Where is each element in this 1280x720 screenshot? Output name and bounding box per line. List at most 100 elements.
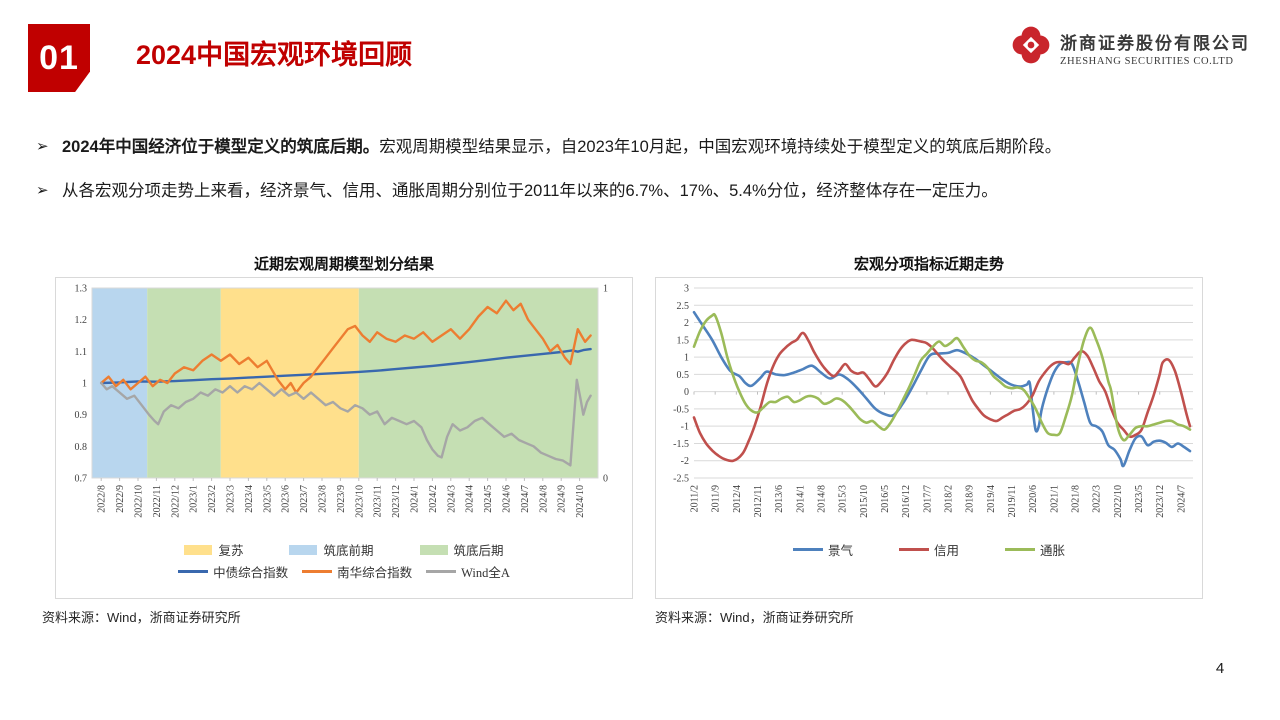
svg-text:2021/8: 2021/8 — [1071, 485, 1082, 513]
svg-text:2022/3: 2022/3 — [1092, 485, 1103, 513]
bullet-item: ➢ 2024年中国经济位于模型定义的筑底后期。宏观周期模型结果显示，自2023年… — [36, 136, 1251, 160]
legend-item: 南华综合指数 — [302, 562, 412, 581]
svg-text:2023/1: 2023/1 — [189, 485, 200, 513]
svg-text:2024/4: 2024/4 — [465, 485, 476, 513]
right-source-note: 资料来源：Wind，浙商证券研究所 — [655, 610, 854, 625]
svg-text:1.5: 1.5 — [677, 335, 690, 346]
svg-text:2016/12: 2016/12 — [901, 485, 912, 518]
legend-item: 景气 — [792, 540, 853, 559]
legend-label: 筑底后期 — [453, 544, 504, 558]
svg-text:2012/11: 2012/11 — [753, 485, 764, 517]
svg-text:2024/3: 2024/3 — [446, 485, 457, 513]
svg-text:2022/12: 2022/12 — [170, 485, 181, 518]
index-line-legend: 中债综合指数 南华综合指数 Wind全A — [56, 562, 632, 581]
legend-label: 复苏 — [218, 544, 244, 558]
svg-text:2.5: 2.5 — [677, 301, 690, 312]
svg-text:2024/6: 2024/6 — [502, 485, 513, 513]
phase-band — [358, 288, 598, 478]
svg-text:2024/8: 2024/8 — [538, 485, 549, 513]
svg-text:0: 0 — [603, 474, 608, 485]
svg-text:2024/1: 2024/1 — [410, 485, 421, 513]
legend-item: 中债综合指数 — [178, 562, 288, 581]
legend-label: 南华综合指数 — [337, 566, 413, 580]
svg-text:2024/9: 2024/9 — [557, 485, 568, 513]
legend-item: 筑底后期 — [419, 540, 504, 559]
legend-color-patch — [184, 544, 213, 555]
svg-text:2023/7: 2023/7 — [299, 485, 310, 513]
bullet-arrow-icon: ➢ — [36, 181, 49, 199]
svg-text:1: 1 — [684, 353, 689, 364]
svg-text:1.3: 1.3 — [75, 284, 88, 295]
legend-line-swatch — [178, 570, 209, 573]
svg-text:2024/2: 2024/2 — [428, 485, 439, 513]
svg-text:2022/8: 2022/8 — [97, 485, 108, 513]
svg-text:2015/10: 2015/10 — [859, 485, 870, 518]
svg-text:-1.5: -1.5 — [673, 439, 689, 450]
svg-text:2013/6: 2013/6 — [774, 485, 785, 513]
svg-text:1: 1 — [603, 284, 608, 295]
svg-text:2023/12: 2023/12 — [1155, 485, 1166, 518]
legend-label: 通胀 — [1040, 544, 1066, 558]
svg-text:2019/11: 2019/11 — [1007, 485, 1018, 517]
legend-line-swatch — [792, 548, 823, 551]
svg-text:2023/3: 2023/3 — [226, 485, 237, 513]
legend-label: 筑底前期 — [323, 544, 374, 558]
legend-color-patch — [289, 544, 318, 555]
svg-text:2023/6: 2023/6 — [281, 485, 292, 513]
svg-text:2022/9: 2022/9 — [115, 485, 126, 513]
legend-label: 中债综合指数 — [213, 566, 289, 580]
left-source-note: 资料来源：Wind，浙商证券研究所 — [42, 610, 241, 625]
svg-text:2021/1: 2021/1 — [1049, 485, 1060, 513]
legend-color-patch — [419, 544, 448, 555]
bullet-list: ➢ 2024年中国经济位于模型定义的筑底后期。宏观周期模型结果显示，自2023年… — [36, 136, 1251, 224]
legend-item: 复苏 — [184, 540, 243, 559]
svg-text:2018/9: 2018/9 — [965, 485, 976, 513]
svg-text:2023/5: 2023/5 — [262, 485, 273, 513]
phase-band — [147, 288, 221, 478]
svg-text:2023/4: 2023/4 — [244, 485, 255, 513]
macro-indicators-chart: 3 2.5 2 1.5 1 0.5 0 -0.5 -1 -1.5 -2 -2.5 2011/2 2011/… — [655, 277, 1203, 599]
svg-text:2022/11: 2022/11 — [152, 485, 163, 517]
svg-text:1: 1 — [82, 379, 87, 390]
phase-band-legend: 复苏 筑底前期 筑底后期 — [56, 540, 632, 559]
legend-line-swatch — [1005, 548, 1035, 551]
legend-line-swatch — [302, 570, 333, 573]
legend-label: Wind全A — [461, 566, 510, 580]
svg-text:0.8: 0.8 — [75, 442, 88, 453]
svg-text:2023/8: 2023/8 — [318, 485, 329, 513]
svg-text:-2.5: -2.5 — [673, 474, 689, 485]
svg-text:2022/10: 2022/10 — [1113, 485, 1124, 518]
svg-text:2023/11: 2023/11 — [373, 485, 384, 517]
svg-text:2014/1: 2014/1 — [795, 485, 806, 513]
svg-text:0.9: 0.9 — [75, 410, 88, 421]
nanhua-index-line — [100, 299, 592, 394]
svg-text:3: 3 — [684, 284, 689, 295]
svg-text:0: 0 — [684, 387, 689, 398]
right-chart-title: 宏观分项指标近期走势 — [853, 256, 1004, 273]
legend-item: 筑底前期 — [289, 540, 374, 559]
company-name-en: ZHESHANG SECURITIES CO.LTD — [1060, 55, 1234, 67]
svg-text:-0.5: -0.5 — [673, 404, 689, 415]
svg-text:2023/9: 2023/9 — [336, 485, 347, 513]
svg-text:2024/7: 2024/7 — [520, 485, 531, 513]
svg-text:2011/2: 2011/2 — [690, 485, 701, 512]
company-logo: 浙商证券股份有限公司 ZHESHANG SECURITIES CO.LTD — [1010, 24, 1250, 71]
svg-text:2023/5: 2023/5 — [1134, 485, 1145, 513]
page-number: 4 — [1215, 660, 1225, 677]
legend-line-swatch — [426, 570, 457, 573]
svg-text:0.5: 0.5 — [677, 370, 690, 381]
svg-text:2015/3: 2015/3 — [838, 485, 849, 513]
wind-all-a-line — [100, 378, 592, 467]
svg-text:2024/10: 2024/10 — [575, 485, 586, 518]
svg-text:2017/7: 2017/7 — [922, 485, 933, 513]
right-chart-plot: 3 2.5 2 1.5 1 0.5 0 -0.5 -1 -1.5 -2 -2.5 2011/2 2011/… — [656, 280, 1202, 537]
legend-item: Wind全A — [426, 562, 510, 581]
section-number: 01 — [39, 38, 79, 77]
svg-text:2022/10: 2022/10 — [134, 485, 145, 518]
svg-text:2023/12: 2023/12 — [391, 485, 402, 518]
bullet-item: ➢ 从各宏观分项走势上来看，经济景气、信用、通胀周期分别位于2011年以来的6.… — [36, 180, 1251, 204]
zheshang-logo-icon — [1010, 24, 1052, 71]
svg-text:2: 2 — [684, 318, 689, 329]
indicator-line-legend: 景气 信用 通胀 — [656, 540, 1202, 559]
section-number-badge: 01 — [28, 24, 90, 92]
